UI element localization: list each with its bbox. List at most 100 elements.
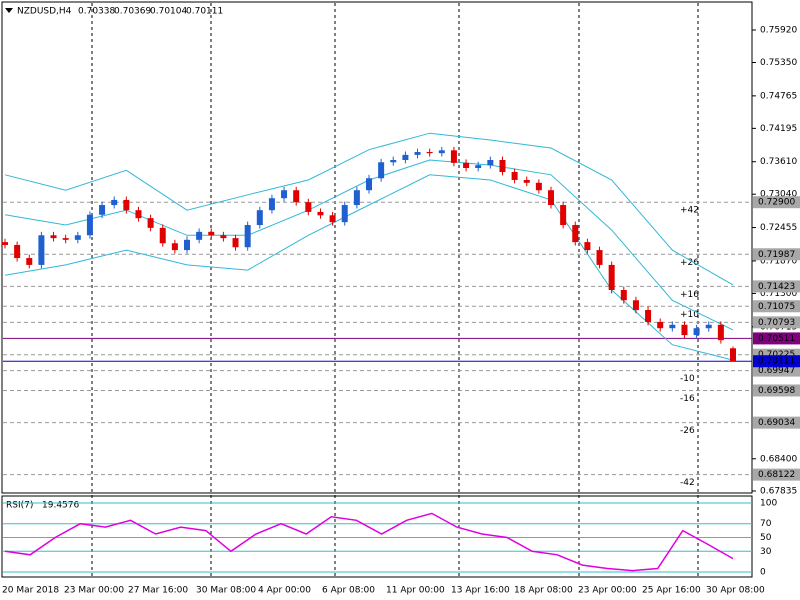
- current-label: 0.70511: [758, 334, 795, 344]
- y-tick-label: 0.74765: [760, 91, 797, 101]
- x-tick-label: 30 Apr 08:00: [706, 586, 765, 596]
- level-offset: -42: [680, 478, 695, 488]
- rsi-tick-label: 50: [760, 533, 772, 543]
- candle-body: [475, 165, 482, 168]
- candle-body: [730, 348, 736, 362]
- candle-body: [62, 238, 69, 240]
- candle-body: [693, 328, 700, 336]
- ohlc-high: 0.70369: [114, 7, 151, 17]
- level-box: [753, 384, 800, 397]
- candle-body: [135, 210, 142, 219]
- x-tick-label: 23 Mar 00:00: [64, 586, 124, 596]
- candle-body: [438, 150, 445, 154]
- candle-body: [548, 190, 554, 206]
- candle-body: [26, 258, 33, 265]
- level-offset: +26: [680, 258, 699, 268]
- candle-body: [353, 190, 360, 206]
- candle-body: [378, 162, 385, 179]
- candle-body: [390, 160, 397, 163]
- level-box: [753, 248, 800, 261]
- y-tick-label: 0.68400: [760, 454, 797, 464]
- level-label: 0.71987: [758, 250, 795, 260]
- level-label: 0.69947: [758, 366, 795, 376]
- candle-body: [681, 324, 688, 336]
- y-tick-label: 0.75920: [760, 26, 797, 36]
- candle-body: [620, 290, 627, 301]
- candle-body: [159, 227, 166, 244]
- candle-body: [657, 321, 664, 329]
- candle-body: [560, 205, 567, 226]
- ohlc-low: 0.70104: [150, 7, 187, 17]
- candle-body: [414, 152, 421, 155]
- x-tick-label: 27 Mar 16:00: [128, 586, 188, 596]
- menu-icon: [5, 8, 13, 13]
- y-tick-label: 0.75350: [760, 58, 797, 68]
- level-label: 0.68122: [758, 470, 795, 480]
- candle-body: [317, 211, 324, 216]
- bid-box: [753, 355, 800, 368]
- ohlc-open: 0.70338: [78, 7, 115, 17]
- level-label: 0.72900: [758, 198, 795, 208]
- candle-body: [268, 198, 275, 211]
- candle-body: [220, 235, 227, 239]
- candle-body: [596, 250, 603, 265]
- band-line: [4, 132, 734, 286]
- bid-label: 0.70111: [758, 357, 795, 367]
- candle-body: [196, 231, 203, 240]
- candle-body: [50, 235, 57, 239]
- level-box: [753, 468, 800, 481]
- rsi-tick-label: 0: [760, 568, 766, 578]
- candle-body: [329, 215, 336, 223]
- candle-body: [341, 205, 348, 223]
- level-offset: -26: [680, 426, 695, 436]
- level-box: [753, 316, 800, 329]
- y-tick-label: 0.71300: [760, 289, 797, 299]
- candle-body: [208, 231, 215, 236]
- candle-body: [584, 242, 591, 251]
- candle-body: [184, 239, 190, 251]
- x-tick-label: 23 Apr 00:00: [578, 586, 637, 596]
- level-label: 0.71075: [758, 302, 795, 312]
- candle-body: [426, 152, 433, 154]
- candle-body: [123, 199, 130, 211]
- candle-body: [487, 160, 494, 166]
- level-label: 0.70793: [758, 318, 795, 328]
- level-label: 0.70225: [758, 350, 795, 360]
- candle-body: [645, 309, 652, 322]
- level-label: 0.71423: [758, 282, 795, 292]
- rsi-panel: [1, 495, 753, 578]
- candle-body: [572, 225, 579, 243]
- y-tick-label: 0.73610: [760, 157, 797, 167]
- level-label: 0.69034: [758, 418, 795, 428]
- candle-body: [244, 225, 251, 248]
- candle-body: [499, 160, 506, 172]
- candle-body: [293, 190, 300, 203]
- level-box: [753, 364, 800, 377]
- rsi-tick-label: 30: [760, 547, 772, 557]
- y-tick-label: 0.72455: [760, 223, 797, 233]
- y-tick-label: 0.74195: [760, 124, 797, 134]
- x-tick-label: 6 Apr 08:00: [322, 586, 375, 596]
- candle-body: [111, 199, 118, 206]
- level-offset: +42: [680, 206, 699, 216]
- level-offset: -10: [680, 374, 695, 384]
- y-tick-label: 0.67835: [760, 487, 797, 497]
- current-box: [753, 332, 800, 345]
- x-tick-label: 4 Apr 00:00: [258, 586, 311, 596]
- x-tick-label: 25 Apr 16:00: [642, 586, 701, 596]
- level-box: [753, 416, 800, 429]
- rsi-line: [4, 512, 734, 572]
- candle-body: [281, 190, 288, 199]
- candle-body: [171, 243, 178, 251]
- x-tick-label: 11 Apr 00:00: [386, 586, 445, 596]
- candle-body: [99, 205, 106, 215]
- candle-body: [38, 235, 45, 265]
- level-offset: -16: [680, 394, 695, 404]
- y-tick-label: 0.71870: [760, 256, 797, 266]
- candle-body: [535, 182, 542, 191]
- candle-body: [147, 218, 154, 228]
- candle-body: [2, 242, 8, 245]
- candle-body: [608, 264, 615, 291]
- level-offset: +10: [680, 310, 699, 320]
- rsi-title: RSI(7): [6, 501, 33, 511]
